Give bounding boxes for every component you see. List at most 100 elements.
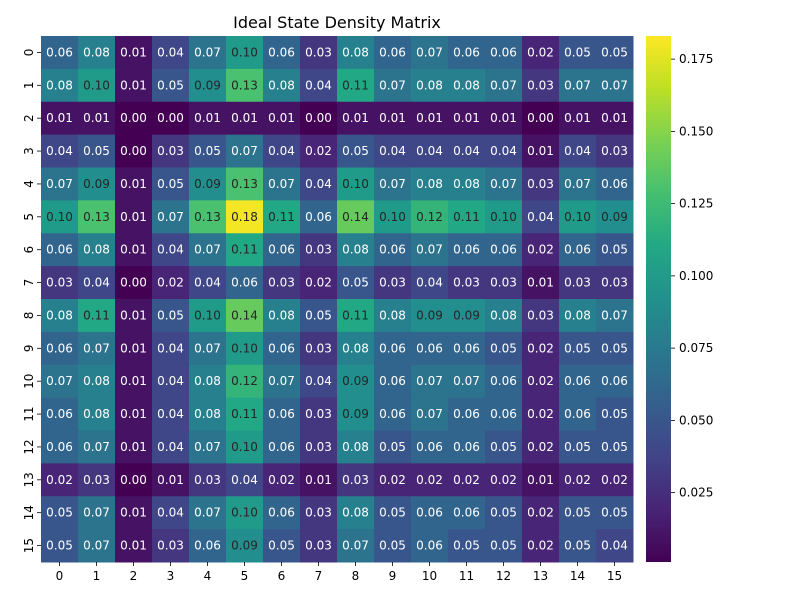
heatmap-cell (485, 463, 523, 497)
cell-value-label: 0.09 (83, 177, 110, 191)
heatmap-cell (596, 529, 634, 563)
x-tick-label: 5 (241, 569, 249, 583)
heatmap-cell (559, 167, 597, 201)
cell-value-label: 0.13 (231, 78, 258, 92)
heatmap-cell (559, 430, 597, 464)
heatmap-cell (189, 233, 227, 267)
heatmap-cell (189, 364, 227, 399)
heatmap-cell (78, 101, 116, 136)
heatmap-cell (189, 496, 227, 530)
cell-value-label: 0.03 (453, 276, 480, 290)
cell-value-label: 0.05 (601, 407, 628, 421)
heatmap-cell (411, 167, 449, 201)
colorbar-tick-label: 0.100 (679, 269, 713, 283)
heatmap-cell (300, 36, 338, 70)
heatmap-cell (78, 496, 116, 530)
heatmap-cell (263, 364, 301, 399)
cell-value-label: 0.04 (194, 276, 221, 290)
cell-value-label: 0.08 (379, 308, 406, 322)
cell-value-label: 0.07 (416, 407, 443, 421)
cell-value-label: 0.03 (379, 276, 406, 290)
x-tick-label: 8 (352, 569, 360, 583)
heatmap-cell (522, 266, 560, 300)
heatmap-cells: 0.06 0.08 0.01 0.04 0.07 0.10 0.06 0.03 0.08 0.06… (41, 36, 634, 563)
cell-value-label: 0.06 (601, 374, 628, 388)
cell-value-label: 0.03 (194, 473, 221, 487)
cell-value-label: 0.18 (231, 210, 258, 224)
heatmap-cell (559, 36, 597, 70)
cell-value-label: 0.05 (601, 440, 628, 454)
cell-value-label: 0.03 (305, 506, 332, 520)
heatmap-cell (41, 496, 79, 530)
heatmap-cell (485, 430, 523, 464)
cell-value-label: 0.10 (83, 78, 110, 92)
colorbar-tick-label: 0.050 (679, 413, 713, 427)
heatmap-cell (596, 134, 634, 168)
heatmap-cell (596, 68, 634, 103)
cell-value-label: 0.02 (527, 243, 554, 257)
heatmap-cell (596, 167, 634, 201)
heatmap-cell (485, 331, 523, 366)
cell-value-label: 0.04 (490, 144, 517, 158)
x-tick-label: 10 (422, 569, 437, 583)
heatmap-cell (337, 200, 375, 234)
cell-value-label: 0.07 (379, 78, 406, 92)
heatmap-cell (115, 463, 153, 497)
heatmap-cell (226, 36, 264, 70)
cell-value-label: 0.07 (83, 539, 110, 553)
cell-value-label: 0.10 (231, 341, 258, 355)
x-tick-label: 6 (278, 569, 286, 583)
heatmap-cell (226, 463, 264, 497)
cell-value-label: 0.02 (157, 276, 184, 290)
cell-value-label: 0.01 (120, 341, 147, 355)
cell-value-label: 0.04 (157, 45, 184, 59)
heatmap-cell (596, 364, 634, 399)
heatmap-cell (263, 68, 301, 103)
heatmap-cell (374, 200, 412, 234)
cell-value-label: 0.07 (83, 440, 110, 454)
heatmap-cell (374, 36, 412, 70)
heatmap-cell (448, 397, 486, 431)
heatmap-cell (522, 101, 560, 136)
heatmap-cell (189, 463, 227, 497)
cell-value-label: 0.13 (83, 210, 110, 224)
heatmap-cell (448, 101, 486, 136)
heatmap-cell (596, 299, 634, 333)
heatmap-cell (374, 331, 412, 366)
cell-value-label: 0.11 (231, 243, 258, 257)
cell-value-label: 0.02 (490, 473, 517, 487)
cell-value-label: 0.07 (83, 506, 110, 520)
cell-value-label: 0.08 (83, 407, 110, 421)
cell-value-label: 0.04 (416, 276, 443, 290)
heatmap-cell (485, 266, 523, 300)
x-tick-label: 4 (204, 569, 212, 583)
heatmap-cell (485, 200, 523, 234)
heatmap-cell (448, 200, 486, 234)
cell-value-label: 0.00 (120, 144, 147, 158)
heatmap-cell (78, 529, 116, 563)
cell-value-label: 0.01 (601, 111, 628, 125)
heatmap-cell (374, 233, 412, 267)
cell-value-label: 0.04 (157, 374, 184, 388)
cell-value-label: 0.05 (379, 539, 406, 553)
heatmap-cell (152, 233, 190, 267)
cell-value-label: 0.06 (379, 243, 406, 257)
heatmap-cell (152, 299, 190, 333)
heatmap-cell (189, 299, 227, 333)
cell-value-label: 0.10 (231, 440, 258, 454)
y-tick-label: 8 (22, 312, 36, 320)
heatmap-cell (374, 496, 412, 530)
cell-value-label: 0.06 (490, 374, 517, 388)
colorbar-tick-label: 0.125 (679, 197, 713, 211)
heatmap-cell (559, 266, 597, 300)
cell-value-label: 0.06 (268, 45, 295, 59)
cell-value-label: 0.04 (601, 539, 628, 553)
heatmap-cell (263, 233, 301, 267)
cell-value-label: 0.04 (83, 276, 110, 290)
heatmap-cell (596, 101, 634, 136)
cell-value-label: 0.07 (83, 341, 110, 355)
cell-value-label: 0.08 (342, 440, 369, 454)
heatmap-cell (596, 200, 634, 234)
heatmap-cell (189, 200, 227, 234)
